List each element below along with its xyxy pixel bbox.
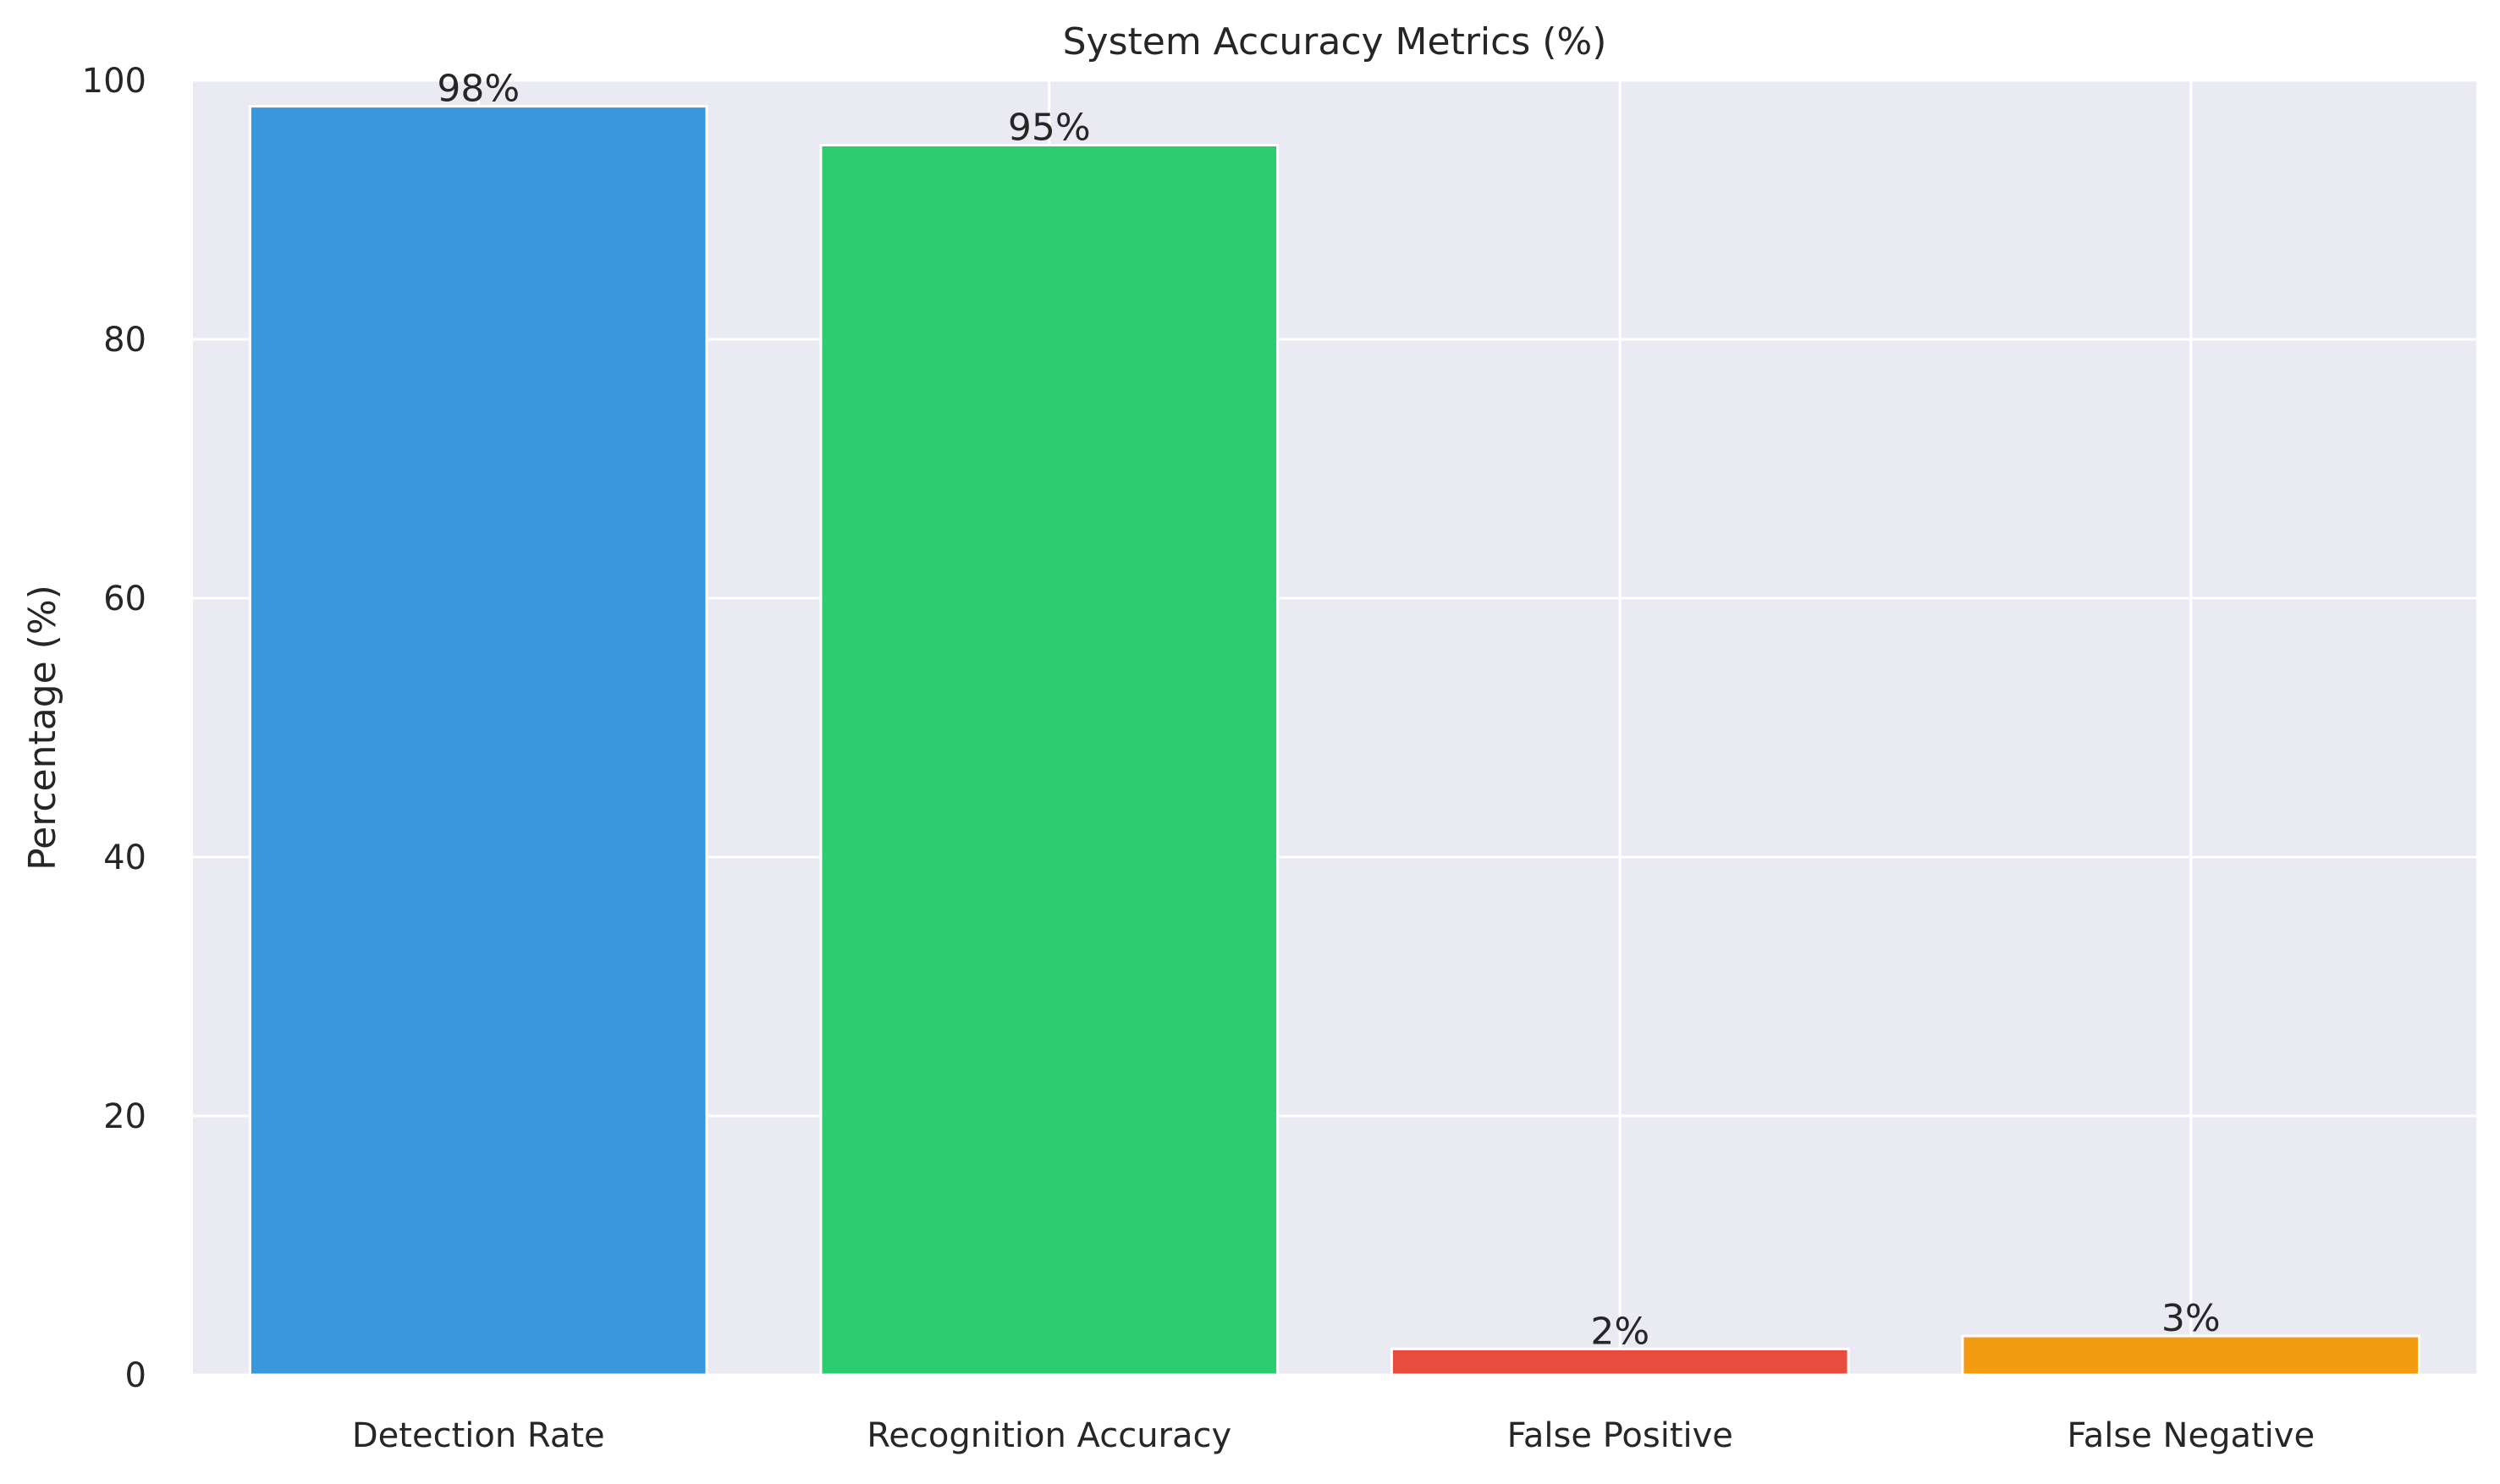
bars-group bbox=[248, 105, 2421, 1377]
x-tick-label: Recognition Accuracy bbox=[867, 1416, 1231, 1455]
y-tick-label: 100 bbox=[82, 62, 146, 101]
y-tick-label: 60 bbox=[103, 580, 146, 618]
data-label: 3% bbox=[2161, 1297, 2221, 1340]
x-tick-label: False Negative bbox=[2067, 1416, 2315, 1455]
y-axis-label: Percentage (%) bbox=[21, 585, 64, 871]
y-tick-labels: 0 20 40 60 80 100 bbox=[82, 62, 146, 1395]
x-tick-labels: Detection Rate Recognition Accuracy False … bbox=[352, 1416, 2315, 1455]
bar-detection-rate bbox=[248, 105, 708, 1377]
data-label: 98% bbox=[437, 68, 520, 111]
y-tick-label: 80 bbox=[103, 321, 146, 360]
data-label: 95% bbox=[1008, 107, 1091, 150]
y-tick-label: 0 bbox=[125, 1356, 146, 1395]
data-labels-group: 98% 95% 2% 3% bbox=[437, 68, 2220, 1354]
x-tick-label: False Positive bbox=[1507, 1416, 1733, 1455]
y-tick-label: 20 bbox=[103, 1097, 146, 1136]
bar-false-positive bbox=[1390, 1347, 1850, 1377]
bar-recognition-accuracy bbox=[819, 144, 1280, 1377]
chart-title: System Accuracy Metrics (%) bbox=[1063, 20, 1607, 63]
data-label: 2% bbox=[1590, 1310, 1649, 1353]
bar-false-negative bbox=[1961, 1334, 2421, 1377]
y-tick-label: 40 bbox=[103, 838, 146, 877]
x-tick-label: Detection Rate bbox=[352, 1416, 605, 1455]
